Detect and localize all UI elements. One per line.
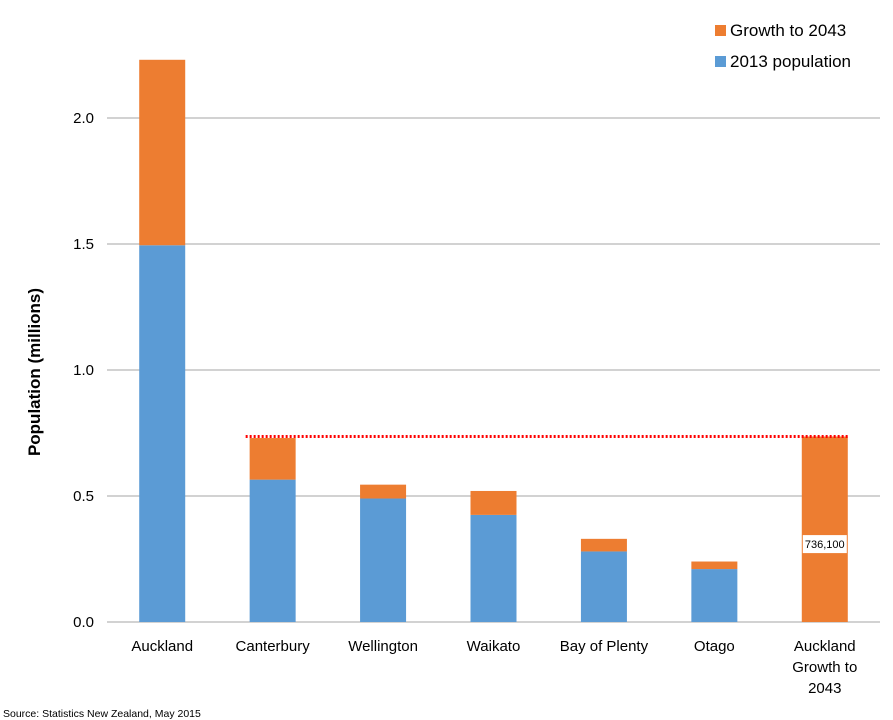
category-labels: Auckland Canterbury Wellington Waikato Bay o… — [131, 638, 857, 697]
annotation-label: 736,100 — [805, 539, 845, 551]
y-tick-label: 2.0 — [73, 110, 94, 127]
bar-segment — [691, 561, 738, 570]
y-tick-label: 1.0 — [73, 362, 94, 379]
bar-segment — [249, 479, 296, 622]
gridlines — [107, 117, 880, 623]
y-axis-title: Population (millions) — [25, 288, 44, 456]
legend-label: Growth to 2043 — [730, 21, 846, 40]
category-label: Bay of Plenty — [560, 638, 649, 655]
legend-label: 2013 population — [730, 52, 851, 71]
category-label: Auckland — [131, 638, 193, 655]
bar-segment — [470, 490, 517, 515]
y-tick-label: 1.5 — [73, 236, 94, 253]
legend-swatch — [715, 25, 726, 36]
annotation-group: 736,100 — [802, 535, 847, 554]
bar-segment — [801, 436, 848, 622]
bar-segment — [360, 484, 407, 499]
bar-segment — [580, 538, 627, 552]
category-label: Otago — [694, 638, 735, 655]
category-label: Wellington — [348, 638, 418, 655]
bar-segment — [691, 569, 738, 622]
bars — [139, 59, 848, 622]
y-tick-labels: 0.0 0.5 1.0 1.5 2.0 — [73, 110, 94, 631]
category-label: Auckland Growth to 2043 — [792, 638, 857, 697]
legend: Growth to 2043 2013 population — [715, 21, 851, 71]
category-label: Waikato — [467, 638, 521, 655]
source-note: Source: Statistics New Zealand, May 2015 — [3, 708, 201, 720]
bar-segment — [139, 59, 186, 246]
y-tick-label: 0.0 — [73, 614, 94, 631]
bar-segment — [360, 498, 407, 622]
y-tick-label: 0.5 — [73, 488, 94, 505]
bar-segment — [249, 438, 296, 480]
bar-segment — [470, 514, 517, 622]
legend-swatch — [715, 56, 726, 67]
annotation-box — [802, 535, 847, 554]
bar-segment — [580, 551, 627, 622]
category-label: Canterbury — [236, 638, 311, 655]
bar-segment — [139, 245, 186, 622]
